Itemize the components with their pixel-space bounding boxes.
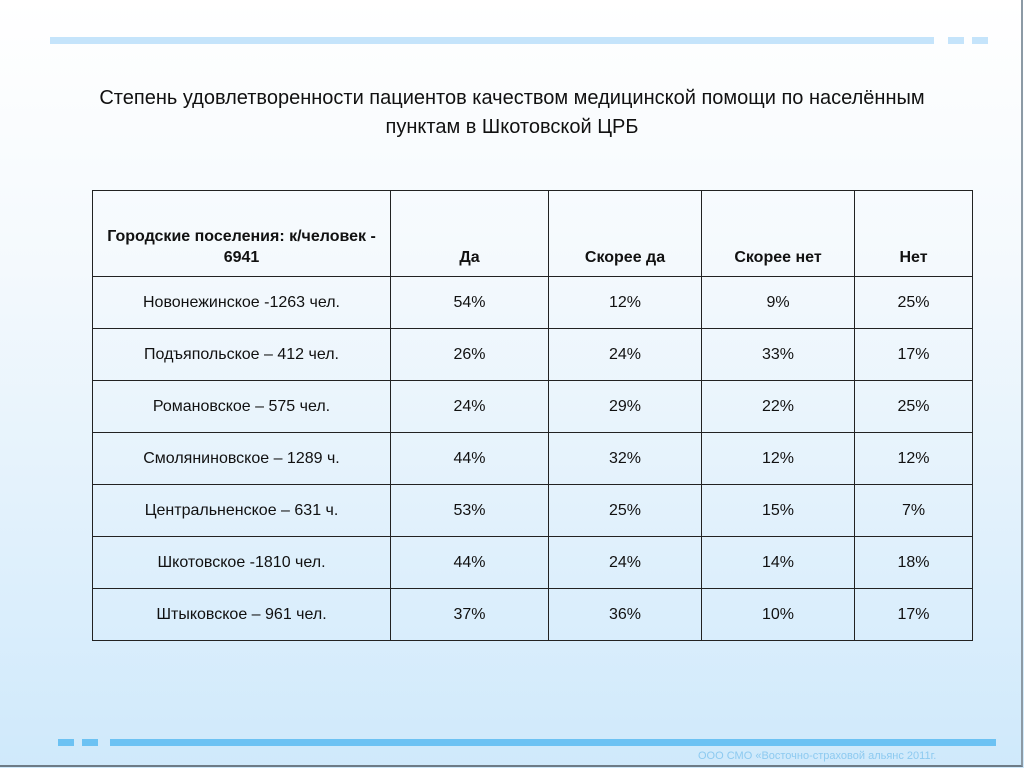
percent-cell: 14% (701, 536, 855, 589)
settlement-cell: Смоляниновское – 1289 ч. (92, 432, 391, 485)
bottom-decor-dash (82, 739, 98, 746)
settlement-cell: Подъяпольское – 412 чел. (92, 328, 391, 381)
bottom-decor-dash (58, 739, 74, 746)
table-row: Центральненское – 631 ч. 53% 25% 15% 7% (92, 484, 973, 537)
settlement-cell: Романовское – 575 чел. (92, 380, 391, 433)
percent-cell: 36% (548, 588, 702, 641)
percent-cell: 53% (390, 484, 549, 537)
percent-cell: 33% (701, 328, 855, 381)
percent-cell: 17% (854, 588, 973, 641)
percent-cell: 7% (854, 484, 973, 537)
settlement-cell: Центральненское – 631 ч. (92, 484, 391, 537)
table-header-row: Городские поселения: к/человек - 6941 Да… (92, 190, 973, 277)
percent-cell: 44% (390, 432, 549, 485)
percent-cell: 12% (701, 432, 855, 485)
percent-cell: 25% (854, 380, 973, 433)
table-row: Подъяпольское – 412 чел. 26% 24% 33% 17% (92, 328, 973, 381)
percent-cell: 18% (854, 536, 973, 589)
percent-cell: 9% (701, 276, 855, 329)
percent-cell: 24% (548, 328, 702, 381)
percent-cell: 24% (548, 536, 702, 589)
percent-cell: 10% (701, 588, 855, 641)
percent-cell: 12% (854, 432, 973, 485)
settlement-cell: Новонежинское -1263 чел. (92, 276, 391, 329)
table-row: Новонежинское -1263 чел. 54% 12% 9% 25% (92, 276, 973, 329)
percent-cell: 17% (854, 328, 973, 381)
percent-cell: 26% (390, 328, 549, 381)
percent-cell: 29% (548, 380, 702, 433)
header-yes: Да (390, 190, 549, 277)
satisfaction-table: Городские поселения: к/человек - 6941 Да… (92, 190, 973, 641)
percent-cell: 15% (701, 484, 855, 537)
settlement-cell: Штыковское – 961 чел. (92, 588, 391, 641)
header-settlement: Городские поселения: к/человек - 6941 (92, 190, 391, 277)
table-row: Смоляниновское – 1289 ч. 44% 32% 12% 12% (92, 432, 973, 485)
top-decor-dash (948, 37, 964, 44)
slide-title: Степень удовлетворенности пациентов каче… (99, 87, 925, 138)
percent-cell: 37% (390, 588, 549, 641)
percent-cell: 32% (548, 432, 702, 485)
footer-text: ООО СМО «Восточно-страховой альянс 2011г… (698, 750, 937, 762)
percent-cell: 22% (701, 380, 855, 433)
percent-cell: 54% (390, 276, 549, 329)
header-rather-yes: Скорее да (548, 190, 702, 277)
percent-cell: 12% (548, 276, 702, 329)
bottom-decor-bar (110, 739, 996, 746)
top-decor-dash (972, 37, 988, 44)
header-no: Нет (854, 190, 973, 277)
percent-cell: 44% (390, 536, 549, 589)
table-row: Штыковское – 961 чел. 37% 36% 10% 17% (92, 588, 973, 641)
settlement-cell: Шкотовское -1810 чел. (92, 536, 391, 589)
percent-cell: 24% (390, 380, 549, 433)
table-row: Романовское – 575 чел. 24% 29% 22% 25% (92, 380, 973, 433)
percent-cell: 25% (854, 276, 973, 329)
header-rather-no: Скорее нет (701, 190, 855, 277)
table-row: Шкотовское -1810 чел. 44% 24% 14% 18% (92, 536, 973, 589)
percent-cell: 25% (548, 484, 702, 537)
top-decor-bar (50, 37, 934, 44)
